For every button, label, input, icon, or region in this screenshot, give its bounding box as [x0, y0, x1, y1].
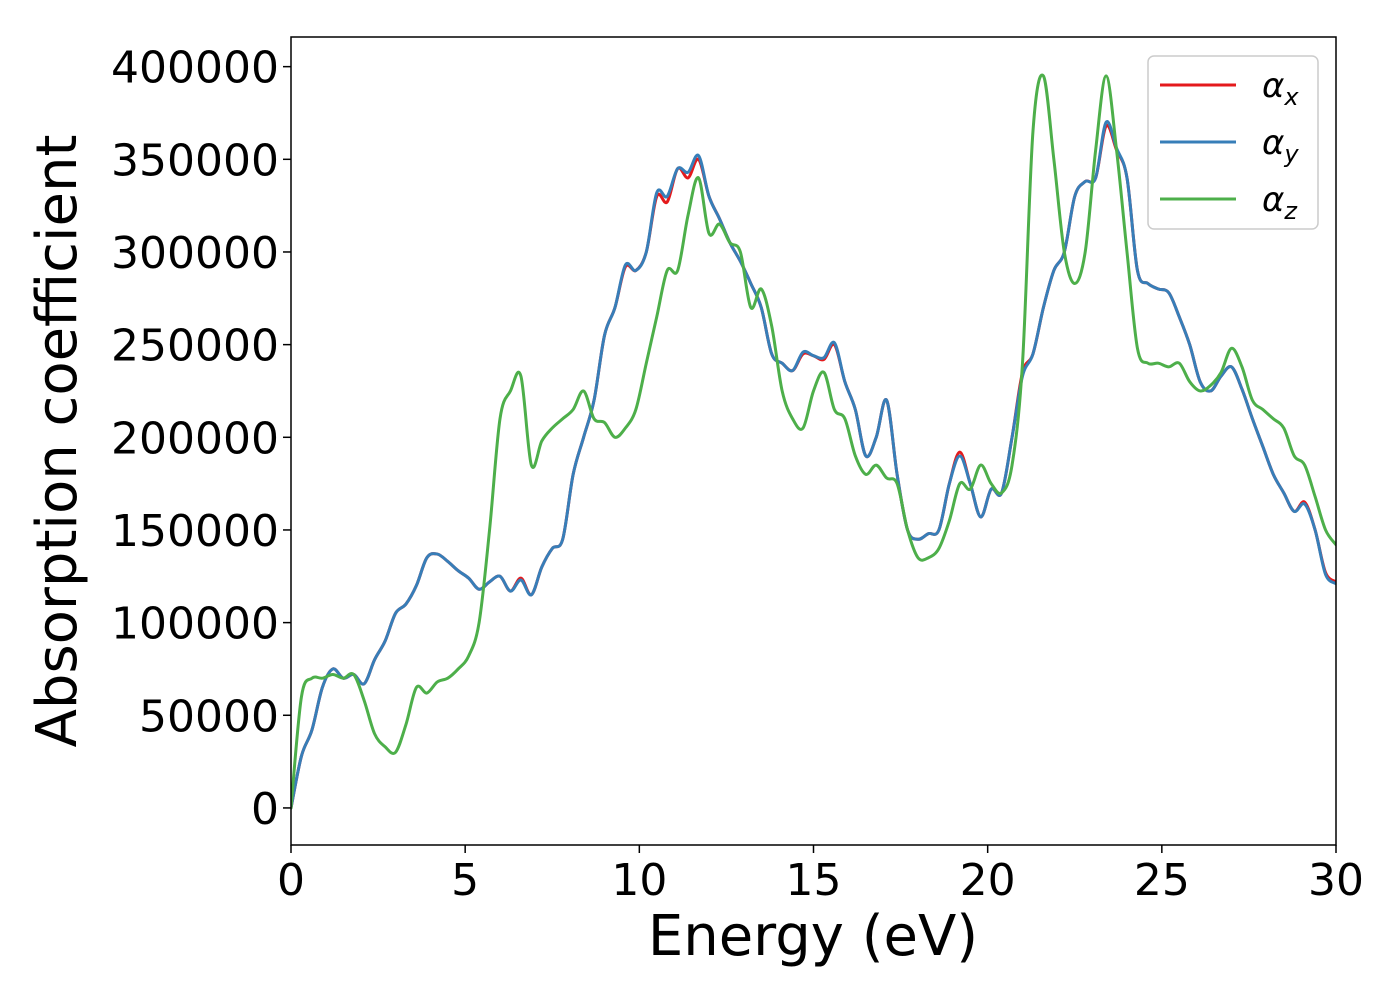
legend-label-main: α [1262, 66, 1284, 106]
y-tick-label: 100000 [111, 599, 279, 650]
x-tick-label: 20 [960, 855, 1016, 906]
y-tick-label: 50000 [139, 691, 279, 742]
y-tick-label: 300000 [111, 228, 279, 279]
legend-label-subscript: y [1283, 140, 1299, 168]
legend-label-subscript: z [1283, 197, 1298, 225]
y-tick-label: 250000 [111, 321, 279, 372]
legend-label-main: α [1262, 180, 1284, 220]
x-tick-label: 10 [611, 855, 667, 906]
x-tick-label: 25 [1134, 855, 1190, 906]
x-tick-label: 0 [277, 855, 305, 906]
x-tick-label: 30 [1308, 855, 1364, 906]
series-line-y [291, 120, 1336, 810]
y-tick-label: 400000 [111, 43, 279, 94]
y-tick-label: 150000 [111, 506, 279, 557]
x-axis: 0 5 10 15 20 25 30 [277, 845, 1364, 906]
x-axis-title: Energy (eV) [648, 904, 978, 969]
series-line-z [291, 73, 1336, 810]
legend-label-x: αx [1262, 66, 1299, 111]
legend-label-main: α [1262, 123, 1284, 163]
y-tick-label: 200000 [111, 413, 279, 464]
legend-label-z: αz [1262, 180, 1298, 225]
y-tick-label: 0 [251, 784, 279, 835]
y-axis: 0 50000 100000 150000 200000 250000 300000 3500… [111, 43, 291, 835]
y-axis-title: Absorption coefficient [25, 135, 90, 748]
x-tick-label: 15 [786, 855, 842, 906]
x-tick-label: 5 [451, 855, 479, 906]
legend-label-subscript: x [1283, 83, 1299, 111]
legend-label-y: αy [1262, 123, 1299, 168]
series-layer [291, 73, 1336, 810]
y-tick-label: 350000 [111, 135, 279, 186]
